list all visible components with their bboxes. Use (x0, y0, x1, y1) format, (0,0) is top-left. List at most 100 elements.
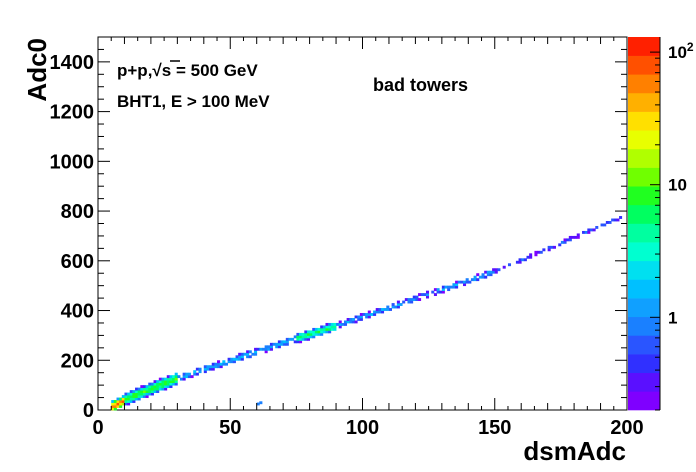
heatmap-cell (222, 362, 226, 366)
heatmap-cell (497, 268, 501, 272)
heatmap-cell (111, 400, 115, 403)
heatmap-cell (306, 337, 310, 341)
heatmap-cell (240, 357, 244, 361)
heatmap-cell (283, 342, 287, 346)
heatmap-cell (338, 325, 342, 329)
colorbar-tick-label: 1 (668, 308, 677, 327)
heatmap-cell (145, 390, 149, 393)
heatmap-cell (341, 322, 345, 326)
heatmap-cell (518, 258, 522, 262)
x-tick-label: 150 (478, 417, 511, 439)
heatmap-cell (137, 397, 141, 401)
heatmap-cell (463, 280, 467, 284)
heatmap-cell (248, 355, 252, 359)
heatmap-cell (325, 325, 329, 329)
heatmap-cell (277, 345, 281, 349)
heatmap-cell (269, 347, 273, 351)
heatmap-cell (309, 335, 313, 339)
heatmap-cell (441, 285, 445, 289)
heatmap-cell (267, 345, 271, 349)
colorbar-tick-label: 10 (668, 176, 687, 195)
heatmap-cell (563, 238, 567, 242)
heatmap-cell (140, 387, 144, 391)
heatmap-cell (412, 295, 416, 299)
heatmap-cell (132, 390, 136, 393)
heatmap-cell (214, 362, 218, 366)
heatmap-cell (299, 335, 303, 339)
heatmap-cell (132, 400, 136, 403)
heatmap-cell (166, 380, 170, 384)
heatmap-cell (312, 330, 316, 334)
heatmap-cell (378, 308, 382, 311)
heatmap-cell (325, 322, 329, 326)
heatmap-cell (217, 365, 221, 369)
heatmap-cell (328, 327, 332, 331)
colorbar-band (628, 260, 660, 280)
heatmap-cell (349, 317, 353, 321)
heatmap-cell (153, 382, 157, 386)
heatmap-cell (328, 322, 332, 326)
heatmap-cell (148, 392, 152, 396)
heatmap-cell (452, 285, 456, 289)
heatmap-cell (402, 300, 406, 304)
heatmap-cell (314, 332, 318, 336)
heatmap-cell (230, 360, 234, 364)
heatmap-cell (317, 330, 321, 334)
heatmap-cell (309, 332, 313, 336)
colorbar-band (628, 130, 660, 150)
heatmap-cell (203, 367, 207, 371)
heatmap-cell (116, 402, 120, 406)
heatmap-cell (129, 397, 133, 401)
heatmap-cell (150, 392, 154, 396)
colorbar-tick-base: 1 (668, 308, 677, 327)
heatmap-cell (317, 327, 321, 331)
colorbar-band (628, 279, 660, 299)
heatmap-cell (148, 390, 152, 393)
heatmap-cell (227, 360, 231, 364)
heatmap-cell (455, 285, 459, 289)
heatmap-cell (182, 377, 186, 381)
heatmap-cell (478, 275, 482, 279)
heatmap-cell (484, 270, 488, 274)
heatmap-cell (111, 405, 115, 408)
heatmap-cell (169, 380, 173, 384)
heatmap-cell (365, 313, 369, 316)
heatmap-cell (574, 235, 578, 239)
heatmap-cell (230, 357, 234, 361)
heatmap-cell (135, 397, 139, 401)
heatmap-cell (259, 347, 263, 351)
heatmap-cell (357, 317, 361, 321)
heatmap-cell (433, 288, 437, 292)
heatmap-cell (140, 385, 144, 389)
heatmap-cell (119, 405, 123, 408)
heatmap-cell (256, 347, 260, 351)
heatmap-cell (222, 360, 226, 364)
heatmap-cell (198, 370, 202, 374)
heatmap-cell (116, 400, 120, 403)
heatmap-cell (153, 385, 157, 389)
heatmap-cell (346, 317, 350, 321)
heatmap-cell (367, 310, 371, 314)
heatmap-cell (190, 375, 194, 379)
heatmap-cell (296, 340, 300, 344)
heatmap-cell (172, 377, 176, 381)
heatmap-cell (547, 248, 551, 252)
heatmap-cell (148, 385, 152, 389)
heatmap-cell (322, 330, 326, 334)
colorbar-band (628, 391, 660, 411)
heatmap-cell (164, 385, 168, 389)
heatmap-cell (248, 350, 252, 354)
heatmap-cell (362, 313, 366, 316)
heatmap-cell (145, 387, 149, 391)
y-axis-title: Adc0 (22, 38, 52, 102)
colorbar-tick-label: 102 (668, 40, 694, 62)
heatmap-cell (142, 392, 147, 396)
sqrt-symbol: √ (152, 61, 162, 80)
heatmap-cell (537, 250, 541, 254)
x-axis: 0 50 100 150 200 (92, 37, 644, 439)
colorbar-band (628, 55, 660, 75)
heatmap-cell (158, 377, 162, 381)
heatmap-cell (476, 278, 480, 282)
x-tick-label: 0 (92, 417, 103, 439)
colorbar-band (628, 335, 660, 355)
